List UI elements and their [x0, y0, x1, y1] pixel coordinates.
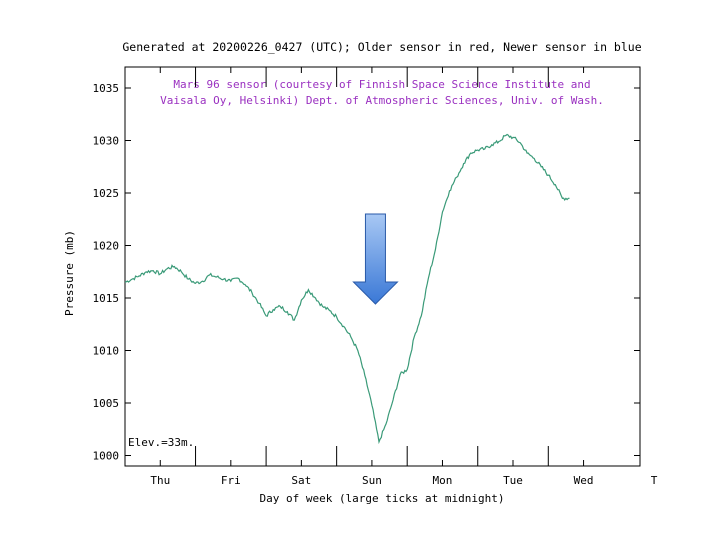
y-tick-label: 1015: [93, 292, 120, 305]
plot-frame: [124, 66, 641, 467]
y-tick-label: 1020: [93, 240, 120, 253]
down-arrow-shape: [352, 213, 399, 305]
annotation-line-2: Vaisala Oy, Helsinki) Dept. of Atmospher…: [160, 94, 604, 107]
x-day-label: Fri: [221, 474, 241, 487]
x-day-label: Sun: [362, 474, 382, 487]
series-group: [124, 133, 570, 445]
chart-title: Generated at 20200226_0427 (UTC); Older …: [122, 40, 641, 54]
x-ticks: Thu Fri Sat Sun Mon Tue Wed T: [150, 67, 658, 487]
y-tick-label: 1035: [93, 82, 120, 95]
y-tick-label: 1025: [93, 187, 120, 200]
pressure-line: [124, 133, 570, 445]
annotation-line-1: Mars 96 sensor (courtesy of Finnish Spac…: [173, 78, 590, 91]
arrow-annotation: [352, 213, 399, 305]
x-day-label: Mon: [433, 474, 453, 487]
y-tick-label: 1010: [93, 345, 120, 358]
x-day-label: Tue: [503, 474, 523, 487]
x-axis-label: Day of week (large ticks at midnight): [259, 492, 504, 505]
x-day-label: Sat: [291, 474, 311, 487]
x-day-label: T: [651, 474, 658, 487]
y-tick-label: 1000: [93, 450, 120, 463]
elevation-label: Elev.=33m.: [128, 436, 194, 449]
y-tick-label: 1030: [93, 135, 120, 148]
x-day-label: Thu: [150, 474, 170, 487]
y-axis-label: Pressure (mb): [63, 230, 76, 316]
x-day-label: Wed: [574, 474, 594, 487]
y-tick-label: 1005: [93, 397, 120, 410]
y-ticks: 1000 1005 1010 1015 1020 1025 1030 1035: [93, 82, 640, 463]
